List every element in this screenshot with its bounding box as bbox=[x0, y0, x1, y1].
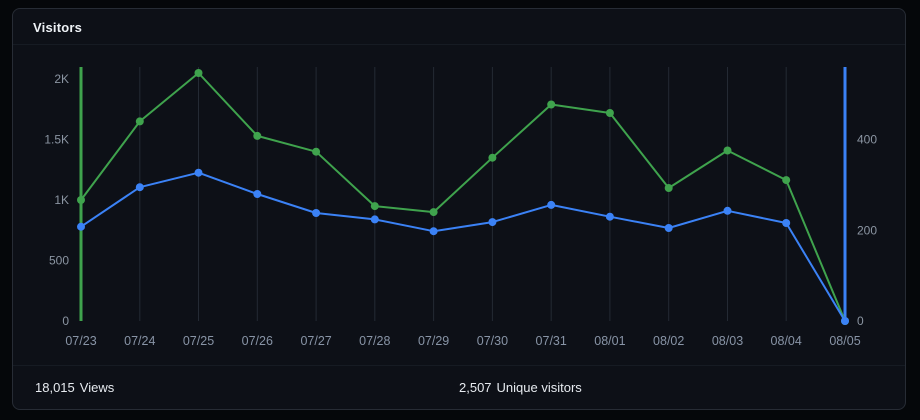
right-axis-tick-label: 400 bbox=[857, 133, 877, 147]
unique-visitors-point[interactable] bbox=[312, 209, 321, 217]
views-point[interactable] bbox=[135, 117, 144, 126]
x-axis-tick-label: 07/24 bbox=[124, 334, 155, 348]
views-point[interactable] bbox=[77, 196, 85, 204]
panel-header: Visitors bbox=[13, 9, 905, 45]
views-point[interactable] bbox=[782, 176, 791, 185]
views-point[interactable] bbox=[312, 147, 321, 156]
x-axis-tick-label: 07/29 bbox=[418, 334, 449, 348]
views-point[interactable] bbox=[429, 208, 438, 217]
unique-visitors-point[interactable] bbox=[194, 168, 203, 177]
left-axis-tick-label: 2K bbox=[54, 72, 69, 86]
unique-visitors-line bbox=[80, 171, 846, 322]
right-axis-tick-label: 0 bbox=[857, 314, 864, 328]
x-axis-tick-label: 07/30 bbox=[477, 334, 508, 348]
unique-visitors-point[interactable] bbox=[723, 206, 732, 215]
x-axis-tick-label: 08/05 bbox=[829, 334, 860, 348]
right-axis-tick-label: 200 bbox=[857, 223, 877, 237]
x-axis-tick-label: 07/26 bbox=[242, 334, 273, 348]
panel-footer: 18,015 Views 2,507 Unique visitors bbox=[13, 365, 905, 409]
x-axis-tick-label: 07/23 bbox=[65, 334, 96, 348]
unique-visitors-point[interactable] bbox=[370, 215, 379, 224]
left-axis-tick-label: 1K bbox=[54, 193, 69, 207]
views-line bbox=[80, 72, 846, 322]
panel-title: Visitors bbox=[33, 20, 83, 35]
views-point[interactable] bbox=[664, 184, 673, 192]
left-axis-tick-label: 1.5K bbox=[44, 133, 69, 147]
views-point[interactable] bbox=[605, 109, 614, 117]
views-point[interactable] bbox=[370, 202, 379, 211]
unique-visitors-point[interactable] bbox=[253, 190, 262, 198]
unique-visitors-value: 2,507 bbox=[459, 380, 492, 395]
x-axis-tick-label: 07/25 bbox=[183, 334, 214, 348]
views-value: 18,015 bbox=[35, 380, 75, 395]
views-label: Views bbox=[79, 380, 115, 395]
left-axis-tick-label: 500 bbox=[49, 254, 69, 268]
visitors-chart-svg: 0 500 1K 1.5K 2K 0 200 400 07/23 07/24 07/25 07/26 0… bbox=[44, 67, 877, 348]
x-axis-tick-label: 08/01 bbox=[594, 334, 625, 348]
x-axis-tick-label: 08/02 bbox=[653, 334, 684, 348]
unique-visitors-point[interactable] bbox=[605, 212, 614, 221]
views-point[interactable] bbox=[547, 100, 556, 109]
views-point[interactable] bbox=[488, 153, 497, 162]
unique-visitors-label: Unique visitors bbox=[496, 380, 582, 395]
x-axis-tick-label: 07/27 bbox=[300, 334, 331, 348]
x-axis-tick-label: 07/28 bbox=[359, 334, 390, 348]
unique-visitors-point[interactable] bbox=[488, 218, 497, 227]
unique-visitors-point[interactable] bbox=[782, 219, 791, 227]
views-point[interactable] bbox=[253, 131, 262, 140]
views-stat: 18,015 Views bbox=[35, 380, 459, 395]
views-point[interactable] bbox=[723, 146, 732, 155]
unique-visitors-point[interactable] bbox=[841, 317, 849, 325]
x-axis-tick-label: 08/03 bbox=[712, 334, 743, 348]
left-axis-tick-label: 0 bbox=[62, 314, 69, 328]
x-axis-tick-label: 07/31 bbox=[536, 334, 567, 348]
views-point[interactable] bbox=[194, 69, 203, 77]
chart-area: 0 500 1K 1.5K 2K 0 200 400 07/23 07/24 07/25 07/26 0… bbox=[13, 45, 905, 365]
unique-visitors-point[interactable] bbox=[547, 200, 556, 209]
unique-visitors-point[interactable] bbox=[135, 183, 144, 192]
unique-visitors-point[interactable] bbox=[77, 222, 85, 231]
unique-visitors-point[interactable] bbox=[429, 227, 438, 236]
x-axis-tick-label: 08/04 bbox=[771, 334, 802, 348]
unique-visitors-point[interactable] bbox=[664, 224, 673, 232]
visitors-panel: Visitors 0 500 1K 1.5K 2K 0 200 400 07/23 07/24 07… bbox=[12, 8, 906, 410]
unique-visitors-stat: 2,507 Unique visitors bbox=[459, 380, 883, 395]
